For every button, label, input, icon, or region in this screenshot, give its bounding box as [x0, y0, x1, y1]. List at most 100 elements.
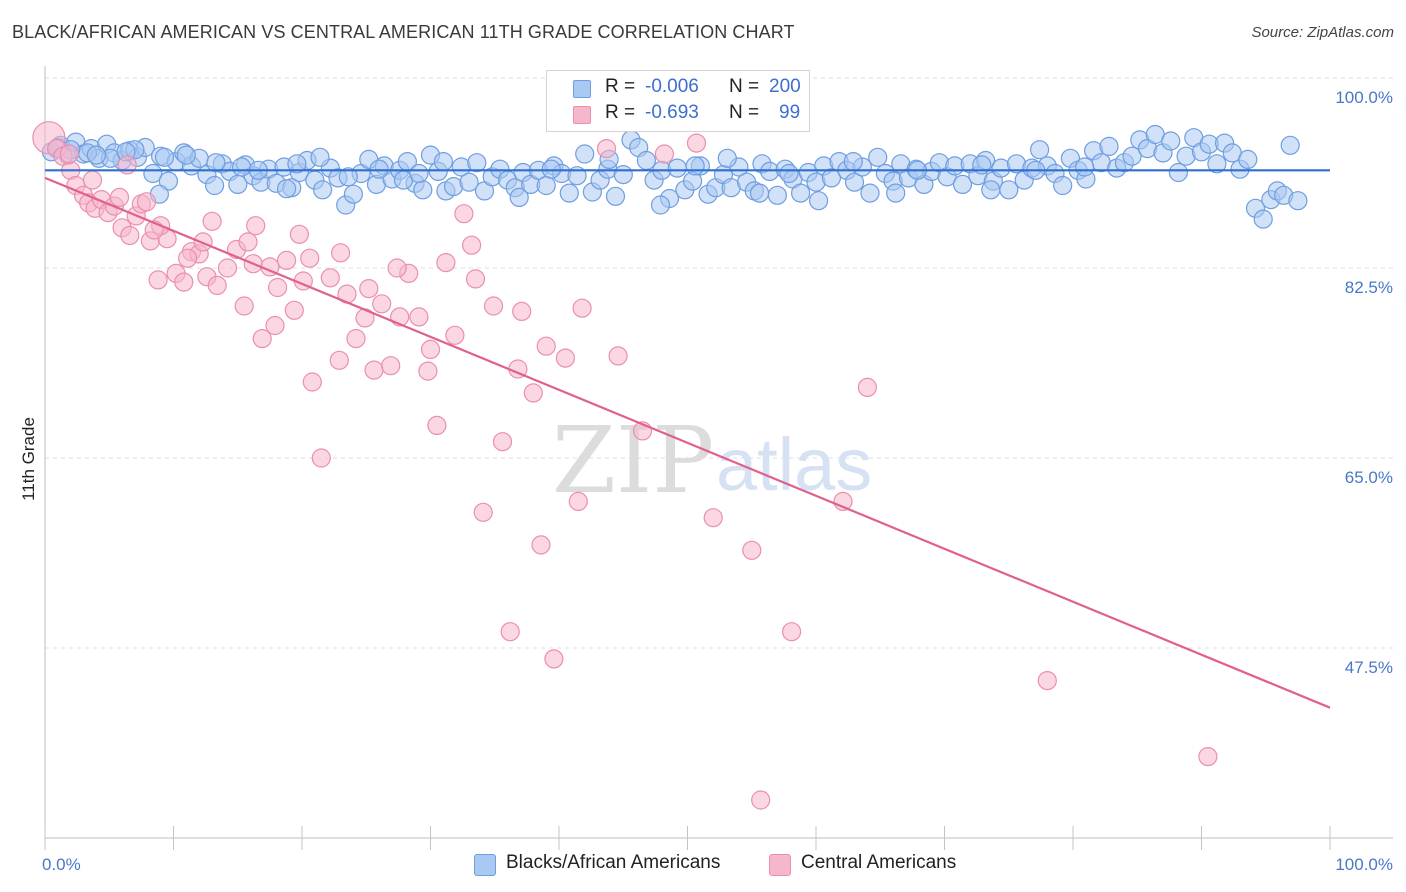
central-point: [202, 211, 222, 231]
central-point: [174, 272, 194, 292]
blacks-point: [409, 163, 429, 184]
central-point: [751, 790, 771, 810]
central-point: [265, 315, 285, 336]
blacks-point: [206, 153, 226, 173]
blacks-point: [1280, 135, 1300, 155]
central-point: [703, 508, 723, 528]
blacks-point: [143, 163, 163, 184]
blacks-point: [413, 180, 433, 200]
central-point: [284, 300, 304, 320]
central-point: [277, 250, 297, 270]
central-point: [465, 269, 486, 289]
legend-swatch-blue: [573, 80, 591, 98]
blacks-point: [467, 153, 487, 173]
central-point: [372, 294, 392, 314]
legend-n-label: N =: [729, 102, 760, 123]
central-point: [608, 346, 628, 366]
trend-lines: [44, 169, 1331, 709]
central-point: [781, 622, 802, 642]
legend-r-value: -0.006: [645, 76, 699, 97]
legend-r-label: R =: [605, 102, 636, 123]
central-point: [445, 325, 465, 345]
central-point: [178, 248, 198, 268]
blacks-point: [843, 152, 863, 172]
watermark: ZIP atlas: [552, 407, 872, 514]
legend-row-blacks: R = -0.006 N = 200: [547, 75, 809, 101]
central-point: [436, 253, 456, 273]
blacks-point: [433, 152, 453, 172]
central-point: [536, 336, 556, 356]
x-tick-labels: 0.0% 100.0%: [42, 855, 1393, 874]
central-point: [654, 144, 675, 164]
blacks-point: [86, 145, 107, 165]
blacks-point: [749, 183, 770, 203]
blacks-point: [685, 156, 705, 176]
blacks-point: [1161, 131, 1181, 151]
blacks-point: [821, 168, 842, 188]
central-point: [246, 216, 266, 236]
central-point: [1037, 670, 1057, 691]
blacks-point: [313, 180, 333, 200]
central-point: [217, 258, 238, 278]
central-point: [544, 649, 564, 669]
blacks-point: [860, 183, 880, 203]
blacks-point: [310, 147, 330, 167]
central-point: [268, 277, 288, 298]
blacks-point: [717, 148, 737, 168]
x-tick-label: 100.0%: [1335, 855, 1393, 874]
central-point: [289, 224, 309, 244]
blacks-point: [886, 183, 906, 203]
blacks-point: [1053, 175, 1073, 196]
blacks-point: [779, 163, 799, 184]
x-tick-label: 0.0%: [42, 855, 81, 874]
legend-label-central: Central Americans: [801, 852, 957, 873]
central-point: [420, 339, 441, 359]
central-point: [59, 144, 80, 164]
blacks-point: [176, 145, 196, 165]
central-point: [523, 383, 543, 403]
central-point: [238, 232, 258, 252]
blacks-point: [767, 185, 788, 205]
blacks-point: [232, 157, 252, 177]
y-axis-label: 11th Grade: [19, 417, 38, 501]
blacks-point: [1168, 162, 1189, 183]
central-point: [857, 377, 878, 397]
central-point: [572, 298, 592, 318]
central-point: [109, 187, 130, 207]
chart-source: Source: ZipAtlas.com: [1251, 24, 1394, 41]
series-legend: Blacks/African Americans Central America…: [0, 852, 1406, 878]
blacks-point: [790, 183, 811, 203]
central-point: [320, 268, 340, 288]
central-point: [359, 279, 379, 299]
central-point: [136, 192, 157, 212]
blacks-point: [1288, 191, 1308, 211]
blacks-point: [1238, 149, 1258, 169]
central-point: [409, 307, 429, 327]
blacks-point: [459, 172, 479, 192]
legend-swatch-pink: [769, 854, 791, 876]
blacks-point: [1074, 157, 1095, 177]
legend-r-value: -0.693: [645, 102, 699, 123]
legend-n-value: 99: [779, 102, 801, 123]
y-tick-label: 47.5%: [1345, 658, 1393, 677]
central-point: [302, 372, 322, 392]
legend-label-blacks: Blacks/African Americans: [506, 852, 721, 873]
blacks-point: [154, 147, 175, 167]
blacks-point: [1253, 209, 1273, 229]
legend-r-label: R =: [605, 76, 636, 97]
y-tick-label: 100.0%: [1335, 88, 1393, 107]
central-point: [207, 275, 227, 295]
blacks-point: [667, 158, 687, 178]
legend-n-value: 200: [769, 76, 801, 97]
central-point: [364, 360, 384, 380]
correlation-legend: R = -0.006 N = 200 R = -0.693 N = 99: [546, 70, 810, 132]
central-trend-line: [44, 176, 1331, 709]
blacks-point: [559, 183, 579, 203]
y-tick-label: 82.5%: [1345, 278, 1393, 297]
blacks-point: [636, 150, 657, 171]
central-point: [454, 204, 474, 224]
y-tick-labels: 47.5% 65.0% 82.5% 100.0%: [1335, 88, 1393, 677]
chart-title: BLACK/AFRICAN AMERICAN VS CENTRAL AMERIC…: [12, 22, 795, 42]
central-point: [331, 243, 351, 263]
blacks-point: [536, 175, 556, 196]
